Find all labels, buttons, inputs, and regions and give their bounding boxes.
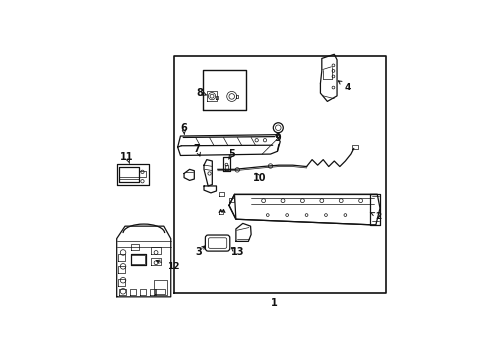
Polygon shape (229, 198, 234, 202)
Polygon shape (229, 194, 236, 219)
Text: 6: 6 (181, 123, 187, 133)
Polygon shape (150, 289, 156, 296)
Polygon shape (207, 91, 217, 102)
Text: 12: 12 (156, 260, 179, 271)
Polygon shape (119, 167, 140, 182)
Text: 2: 2 (370, 212, 382, 221)
Polygon shape (154, 280, 167, 296)
Polygon shape (370, 194, 380, 225)
Polygon shape (118, 254, 125, 261)
Polygon shape (130, 244, 139, 250)
Polygon shape (184, 169, 195, 180)
FancyBboxPatch shape (205, 235, 230, 251)
Polygon shape (229, 194, 380, 225)
Polygon shape (130, 255, 146, 265)
Text: 4: 4 (338, 81, 351, 92)
Polygon shape (130, 289, 136, 296)
Polygon shape (118, 279, 125, 286)
Polygon shape (204, 159, 212, 186)
Text: 9: 9 (275, 133, 282, 143)
Polygon shape (140, 171, 146, 177)
FancyBboxPatch shape (208, 238, 227, 248)
Text: 13: 13 (230, 247, 244, 257)
Polygon shape (236, 223, 251, 242)
Text: 10: 10 (253, 174, 266, 184)
Polygon shape (204, 186, 217, 193)
Polygon shape (219, 192, 224, 195)
Text: 8: 8 (196, 88, 203, 98)
Polygon shape (151, 247, 161, 254)
Polygon shape (223, 157, 229, 171)
Polygon shape (117, 226, 171, 297)
Polygon shape (118, 266, 125, 273)
Polygon shape (120, 289, 125, 296)
Polygon shape (178, 135, 280, 156)
Polygon shape (352, 145, 358, 149)
Text: 11: 11 (120, 152, 134, 162)
Text: 7: 7 (194, 144, 200, 154)
Text: 1: 1 (271, 298, 278, 308)
Polygon shape (151, 258, 161, 265)
Polygon shape (219, 211, 222, 214)
Text: 5: 5 (228, 149, 235, 159)
Text: 3: 3 (195, 247, 202, 257)
Polygon shape (140, 289, 146, 296)
Polygon shape (320, 54, 337, 102)
Polygon shape (117, 164, 148, 185)
